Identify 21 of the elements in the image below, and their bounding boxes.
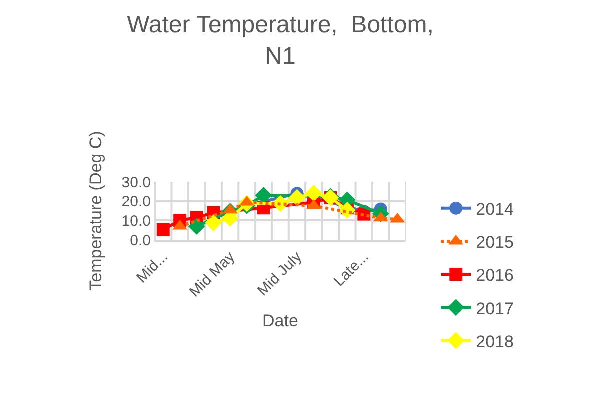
legend-label: 2014: [476, 200, 514, 219]
y-tick-label: 0.0: [130, 232, 151, 250]
x-axis-title: Date: [262, 312, 298, 331]
y-axis-title: Temperature (Deg C): [86, 131, 106, 291]
x-tick-label: Mid...: [134, 248, 172, 287]
point: [288, 189, 306, 206]
x-tick-label: Mid July: [254, 248, 306, 300]
y-tick-label: 10.0: [122, 212, 151, 230]
x-tick-label: Mid May: [186, 248, 239, 301]
point: [188, 218, 206, 235]
point: [306, 184, 322, 202]
y-tick-label: 30.0: [122, 174, 151, 192]
legend-label: 2015: [476, 233, 514, 252]
y-tick-label: 20.0: [122, 194, 151, 211]
legend-label: 2018: [476, 332, 514, 352]
point: [156, 223, 170, 236]
chart-title: Water Temperature, Bottom, N1: [127, 12, 434, 70]
legend-label: 2016: [476, 266, 514, 286]
point: [205, 214, 222, 232]
point: [255, 187, 272, 204]
legend-label: 2017: [476, 299, 514, 318]
